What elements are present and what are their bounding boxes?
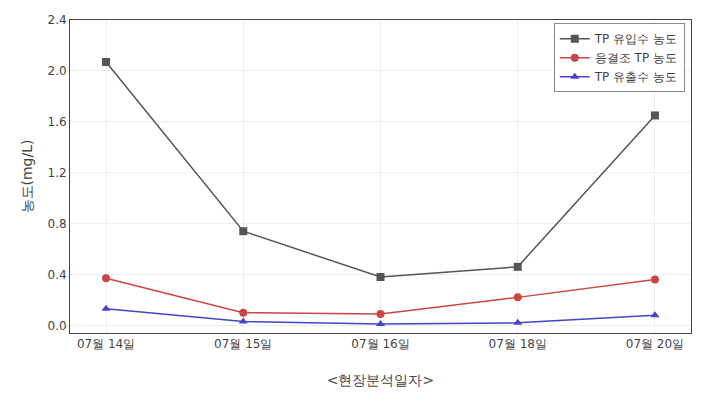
svg-text:07월 15일: 07월 15일 bbox=[214, 337, 272, 351]
svg-text:07월 18일: 07월 18일 bbox=[489, 337, 547, 351]
svg-text:2.0: 2.0 bbox=[48, 64, 67, 78]
svg-text:07월 16일: 07월 16일 bbox=[351, 337, 409, 351]
svg-text:<현장분석일자>: <현장분석일자> bbox=[327, 372, 434, 388]
svg-text:TP 유입수 농도: TP 유입수 농도 bbox=[594, 32, 677, 46]
svg-text:0.0: 0.0 bbox=[48, 319, 67, 333]
svg-text:농도(mg/L): 농도(mg/L) bbox=[19, 140, 35, 214]
svg-text:1.2: 1.2 bbox=[48, 166, 67, 180]
svg-text:07월 14일: 07월 14일 bbox=[77, 337, 135, 351]
svg-text:0.8: 0.8 bbox=[48, 217, 67, 231]
svg-text:1.6: 1.6 bbox=[48, 115, 67, 129]
svg-text:응결조 TP 농도: 응결조 TP 농도 bbox=[595, 51, 677, 65]
svg-text:TP 유출수 농도: TP 유출수 농도 bbox=[594, 70, 677, 84]
svg-text:07월 20일: 07월 20일 bbox=[626, 337, 684, 351]
svg-text:2.4: 2.4 bbox=[48, 13, 67, 27]
svg-text:0.4: 0.4 bbox=[48, 268, 67, 282]
